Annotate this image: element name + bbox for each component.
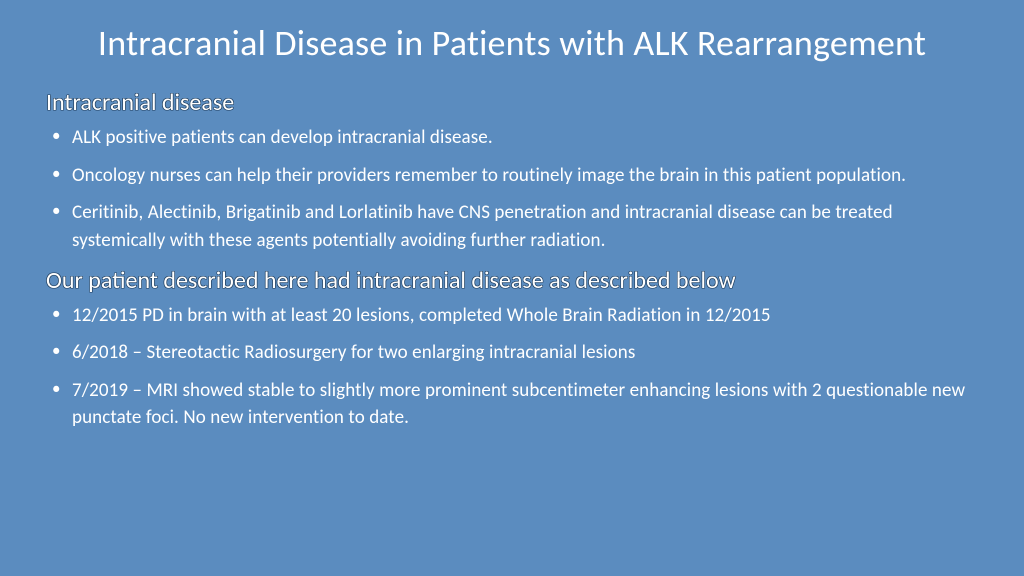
list-item: Ceritinib, Alectinib, Brigatinib and Lor… — [46, 199, 978, 254]
list-item: 6/2018 – Stereotactic Radiosurgery for t… — [46, 339, 978, 367]
list-item: Oncology nurses can help their providers… — [46, 162, 978, 190]
bullet-list-1: ALK positive patients can develop intrac… — [46, 124, 978, 254]
list-item: 12/2015 PD in brain with at least 20 les… — [46, 302, 978, 330]
section-heading-1: Intracranial disease — [46, 87, 978, 118]
list-item: 7/2019 – MRI showed stable to slightly m… — [46, 377, 978, 432]
bullet-list-2: 12/2015 PD in brain with at least 20 les… — [46, 302, 978, 432]
section-heading-2: Our patient described here had intracran… — [46, 265, 978, 296]
slide-title: Intracranial Disease in Patients with AL… — [46, 22, 978, 65]
list-item: ALK positive patients can develop intrac… — [46, 124, 978, 152]
